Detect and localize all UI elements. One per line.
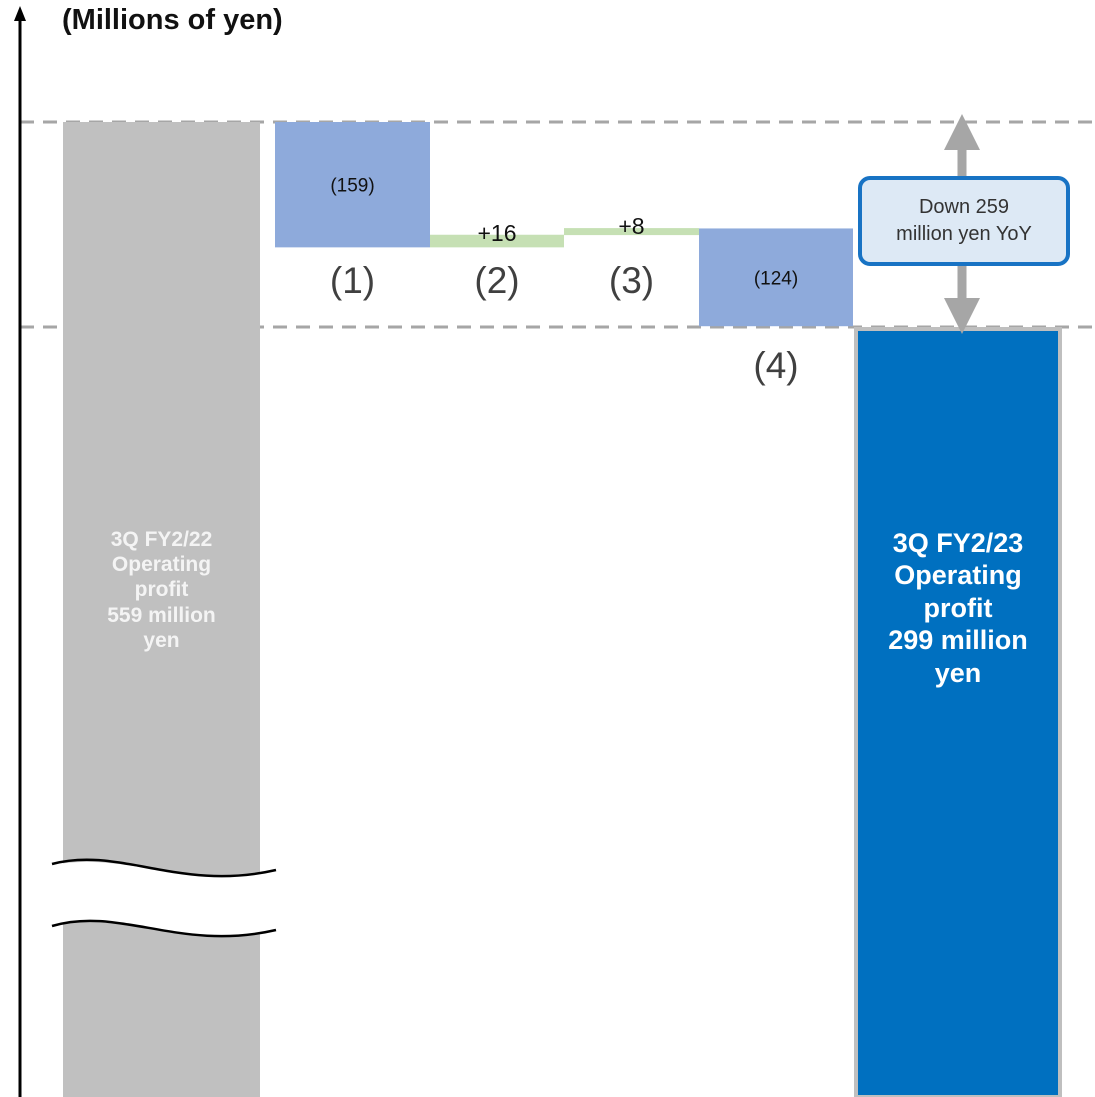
step-category-label: (1): [330, 260, 375, 301]
y-axis-arrow: [14, 6, 26, 21]
callout-line-2: million yen YoY: [896, 223, 1032, 245]
start-bar-caption-line: 3Q FY2/22: [110, 528, 213, 551]
step-bar: [430, 234, 564, 248]
step-category-label: (4): [753, 345, 798, 386]
start-bar-caption-line: Operating: [111, 553, 212, 577]
start-bar-caption-line: yen: [143, 628, 180, 652]
step-bar: [275, 122, 430, 248]
step-bar: [699, 228, 853, 327]
start-bar-caption: 3Q FY2/22 Operating profit 559 million y…: [63, 527, 260, 653]
start-bar-caption-line: profit: [134, 578, 189, 602]
start-bar-caption-line: 559 million: [107, 603, 216, 627]
yoy-change-callout: Down 259 million yen YoY: [858, 176, 1070, 266]
step-bar: [564, 228, 699, 236]
axis-break-line: [51, 919, 277, 938]
axis-break-line: [51, 858, 277, 878]
end-bar-caption-line: 3Q FY2/23: [892, 528, 1024, 558]
step-value-label: +16: [477, 220, 516, 246]
axis-break-gap: [40, 861, 276, 937]
step-value-label: (124): [754, 268, 798, 289]
end-bar-caption-line: yen: [934, 657, 982, 688]
end-bar-caption-line: Operating: [894, 560, 1022, 591]
callout-line-1: Down 259: [918, 196, 1010, 218]
step-value-label: +8: [618, 213, 644, 239]
end-bar-caption-line: 299 million: [888, 625, 1028, 656]
step-category-label: (3): [609, 260, 654, 301]
step-value-label: (159): [330, 176, 374, 197]
step-category-label: (2): [474, 260, 519, 301]
end-bar: [854, 327, 1062, 1097]
end-bar-caption: 3Q FY2/23 Operating profit 299 million y…: [860, 527, 1056, 689]
end-bar-caption-line: profit: [923, 592, 993, 623]
y-axis-unit-label: (Millions of yen): [62, 4, 283, 36]
